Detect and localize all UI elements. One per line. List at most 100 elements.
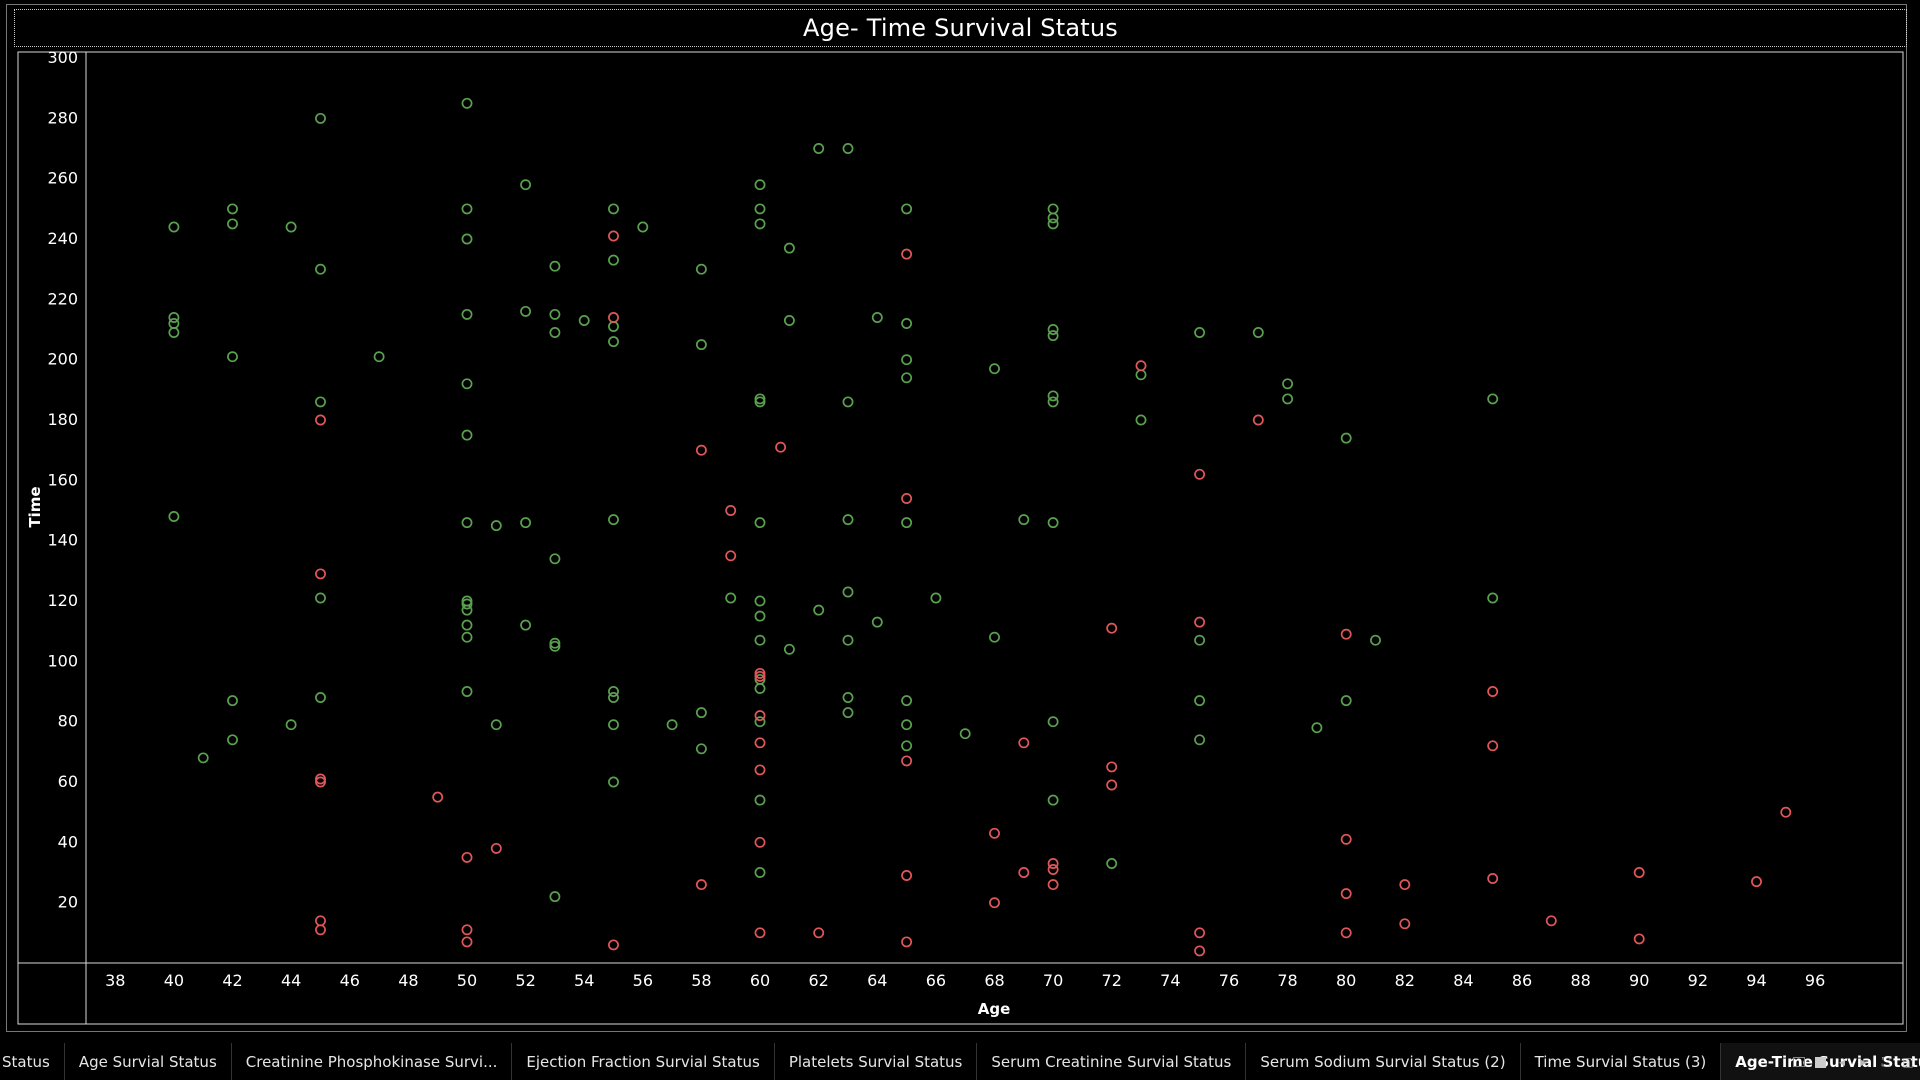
- point-survived: [1135, 414, 1147, 426]
- sheet-tab[interactable]: Platelets Survial Status: [775, 1043, 978, 1080]
- plot-border: [17, 51, 1904, 1025]
- point-deceased: [1194, 616, 1206, 628]
- point-deceased: [608, 939, 619, 951]
- point-survived: [227, 734, 238, 746]
- point-survived: [168, 221, 180, 233]
- point-survived: [1047, 716, 1059, 728]
- point-survived: [1047, 218, 1059, 230]
- point-survived: [608, 336, 619, 348]
- point-deceased: [1340, 927, 1352, 939]
- point-survived: [1487, 592, 1499, 604]
- x-tick-label: 50: [457, 971, 477, 990]
- point-survived: [549, 891, 561, 903]
- point-survived: [549, 553, 561, 565]
- point-survived: [285, 719, 297, 731]
- point-survived: [783, 242, 795, 254]
- point-survived: [901, 318, 913, 329]
- point-deceased: [775, 441, 787, 453]
- sheet-tab[interactable]: Serum Creatinine Survial Status: [977, 1043, 1247, 1080]
- sheet-tab[interactable]: Status: [0, 1043, 65, 1080]
- sheet-tab[interactable]: Creatinine Phosphokinase Survi...: [232, 1043, 513, 1080]
- point-survived: [461, 308, 473, 320]
- scatter-chart: 20 40 60 80 100 120 140 160 180 200 220 240 260 280 30…: [17, 48, 1904, 1025]
- x-axis-title: Age: [978, 1000, 1011, 1018]
- point-survived: [842, 396, 854, 408]
- point-deceased: [1340, 628, 1352, 640]
- point-deceased: [315, 414, 326, 426]
- y-tick-label: 220: [47, 289, 78, 308]
- y-tick-label: 240: [47, 229, 78, 248]
- point-deceased: [1399, 918, 1411, 930]
- point-survived: [666, 719, 678, 731]
- point-survived: [461, 604, 473, 616]
- y-tick-label: 180: [47, 410, 78, 429]
- x-tick-label: 68: [984, 971, 1004, 990]
- point-survived: [608, 686, 619, 697]
- chevron-right-icon[interactable]: ▸: [1860, 1055, 1868, 1069]
- y-tick-label: 120: [47, 591, 78, 610]
- point-survived: [901, 695, 913, 707]
- point-deceased: [695, 444, 707, 456]
- point-deceased: [901, 870, 913, 881]
- point-survived: [1106, 858, 1118, 869]
- point-survived: [842, 707, 854, 719]
- chevron-left-icon[interactable]: ◂: [1838, 1055, 1846, 1069]
- point-survived: [1047, 324, 1059, 335]
- grid-view-icon[interactable]: [1793, 1057, 1805, 1067]
- point-survived: [1047, 203, 1059, 215]
- point-survived: [725, 592, 737, 604]
- x-tick-label: 70: [1043, 971, 1063, 990]
- point-survived: [813, 143, 825, 154]
- point-survived: [1194, 327, 1206, 338]
- point-deceased: [315, 776, 326, 788]
- point-deceased: [1018, 867, 1030, 878]
- point-survived: [227, 695, 238, 707]
- point-deceased: [1487, 686, 1499, 697]
- point-survived: [842, 692, 854, 703]
- point-survived: [842, 634, 854, 646]
- point-deceased: [1135, 360, 1147, 372]
- point-survived: [901, 740, 913, 752]
- point-survived: [1047, 794, 1059, 806]
- point-survived: [901, 354, 913, 366]
- point-survived: [227, 218, 238, 230]
- presentation-icon[interactable]: ◫: [1902, 1055, 1914, 1069]
- point-deceased: [315, 773, 326, 785]
- sheet-tab[interactable]: Time Survial Status (3): [1521, 1043, 1722, 1080]
- point-deceased: [1340, 888, 1352, 900]
- point-survived: [227, 203, 238, 215]
- point-survived: [373, 351, 385, 363]
- x-tick-label: 52: [515, 971, 535, 990]
- x-tick-label: 72: [1102, 971, 1122, 990]
- single-view-icon[interactable]: [1815, 1056, 1826, 1068]
- point-survived: [989, 363, 1000, 375]
- point-survived: [754, 393, 766, 405]
- point-deceased: [754, 737, 766, 749]
- x-tick-label: 76: [1219, 971, 1239, 990]
- point-survived: [1252, 327, 1264, 338]
- fullscreen-icon[interactable]: ⛶: [1881, 1055, 1891, 1069]
- y-axis-ticks: 20 40 60 80 100 120 140 160 180 200 220 240 260 280 30…: [47, 48, 78, 912]
- x-tick-label: 86: [1512, 971, 1532, 990]
- point-deceased: [1633, 933, 1645, 945]
- point-survived: [1370, 634, 1381, 646]
- point-deceased: [1106, 622, 1118, 634]
- x-tick-label: 44: [281, 971, 301, 990]
- point-survived: [608, 692, 619, 703]
- point-survived: [901, 517, 913, 529]
- sheet-tab[interactable]: Serum Sodium Survial Status (2): [1246, 1043, 1521, 1080]
- data-points: [168, 97, 1792, 957]
- point-survived: [315, 112, 326, 124]
- point-survived: [461, 598, 473, 610]
- sheet-tab[interactable]: Age Survial Status: [65, 1043, 232, 1080]
- sheet-tab[interactable]: Ejection Fraction Survial Status: [512, 1043, 775, 1080]
- point-survived: [695, 263, 707, 275]
- point-deceased: [989, 827, 1000, 839]
- x-tick-label: 82: [1395, 971, 1415, 990]
- y-tick-label: 20: [58, 893, 78, 912]
- x-tick-label: 92: [1688, 971, 1708, 990]
- point-deceased: [1399, 879, 1411, 891]
- point-survived: [842, 143, 854, 154]
- y-tick-label: 260: [47, 169, 78, 188]
- point-survived: [901, 372, 913, 384]
